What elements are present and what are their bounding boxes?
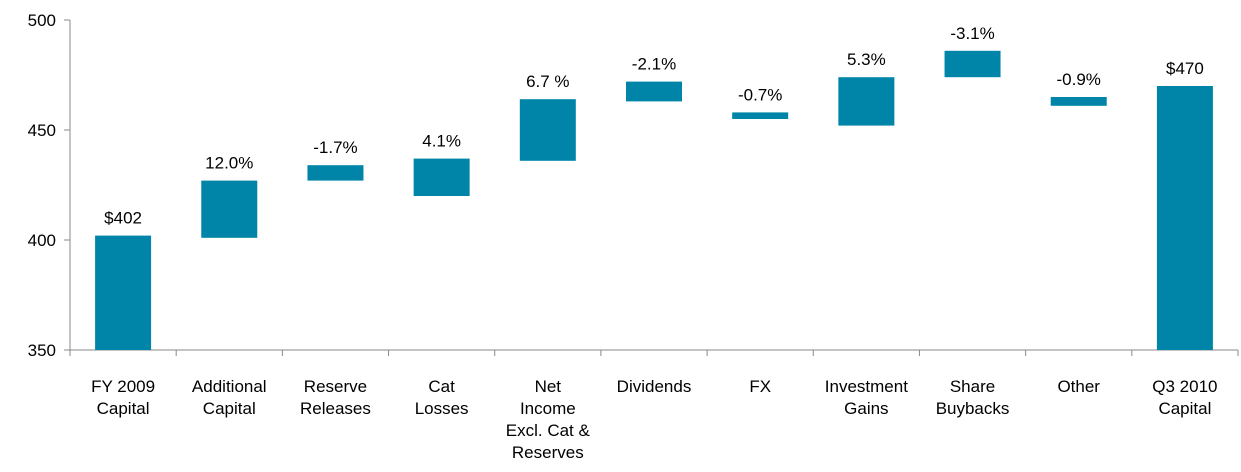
bar	[307, 165, 364, 181]
value-label: -0.7%	[738, 85, 782, 104]
bar	[95, 235, 152, 350]
x-tick-label: Q3 2010 Capital	[1152, 377, 1217, 418]
x-tick-label-line: Additional	[192, 377, 267, 396]
x-tick-label: FY 2009 Capital	[91, 377, 155, 418]
value-label: -1.7%	[313, 138, 357, 157]
bar	[201, 180, 258, 238]
x-tick-label-line: Share	[950, 377, 995, 396]
x-tick-label-line: Net	[535, 377, 562, 396]
x-tick-label-line: Buybacks	[936, 399, 1010, 418]
value-label: -3.1%	[950, 24, 994, 43]
x-tick-label-line: Other	[1057, 377, 1100, 396]
bar	[1050, 97, 1107, 106]
x-tick-label-line: FY 2009	[91, 377, 155, 396]
x-tick-label-line: Cat	[428, 377, 455, 396]
value-label: -2.1%	[632, 55, 676, 74]
y-tick-label: 500	[28, 11, 56, 30]
x-tick-label-line: Losses	[415, 399, 469, 418]
x-tick-label-line: Reserve	[304, 377, 367, 396]
bar	[519, 99, 576, 161]
x-tick-label: Other	[1057, 377, 1100, 396]
y-tick-label: 450	[28, 121, 56, 140]
x-tick-label: Reserve Releases	[300, 377, 371, 418]
x-tick-label-line: Income	[520, 399, 576, 418]
x-tick-label-line: FX	[749, 377, 771, 396]
x-tick-label-line: Investment	[825, 377, 908, 396]
bar	[732, 112, 789, 119]
bar	[944, 50, 1001, 78]
value-label: 4.1%	[422, 132, 461, 151]
x-tick-label-line: Excl. Cat &	[506, 421, 591, 440]
x-tick-label-line: Reserves	[512, 443, 584, 462]
x-tick-label: FX	[749, 377, 771, 396]
x-tick-label: Additional Capital	[192, 377, 267, 418]
x-tick-label: Dividends	[617, 377, 692, 396]
y-tick-label: 400	[28, 231, 56, 250]
x-tick-label-line: Capital	[203, 399, 256, 418]
x-tick-label: Net Income Excl. Cat & Reserves	[506, 377, 591, 462]
value-label: 5.3%	[847, 50, 886, 69]
x-tick-label: Investment Gains	[825, 377, 908, 418]
bar	[838, 77, 895, 126]
x-tick-label-line: Releases	[300, 399, 371, 418]
x-tick-label-line: Capital	[97, 399, 150, 418]
bar	[413, 158, 470, 196]
value-label: 12.0%	[205, 154, 253, 173]
bar	[626, 81, 682, 102]
value-label: $402	[104, 209, 142, 228]
value-label: $470	[1166, 59, 1204, 78]
y-tick-label: 350	[28, 341, 56, 360]
x-tick-label-line: Gains	[844, 399, 888, 418]
value-label: 6.7 %	[526, 72, 569, 91]
x-tick-label-line: Q3 2010	[1152, 377, 1217, 396]
value-label: -0.9%	[1057, 70, 1101, 89]
bar	[1156, 86, 1213, 350]
x-tick-label: Cat Losses	[415, 377, 469, 418]
x-tick-label-line: Capital	[1158, 399, 1211, 418]
x-tick-label-line: Dividends	[617, 377, 692, 396]
x-tick-label: Share Buybacks	[936, 377, 1010, 418]
